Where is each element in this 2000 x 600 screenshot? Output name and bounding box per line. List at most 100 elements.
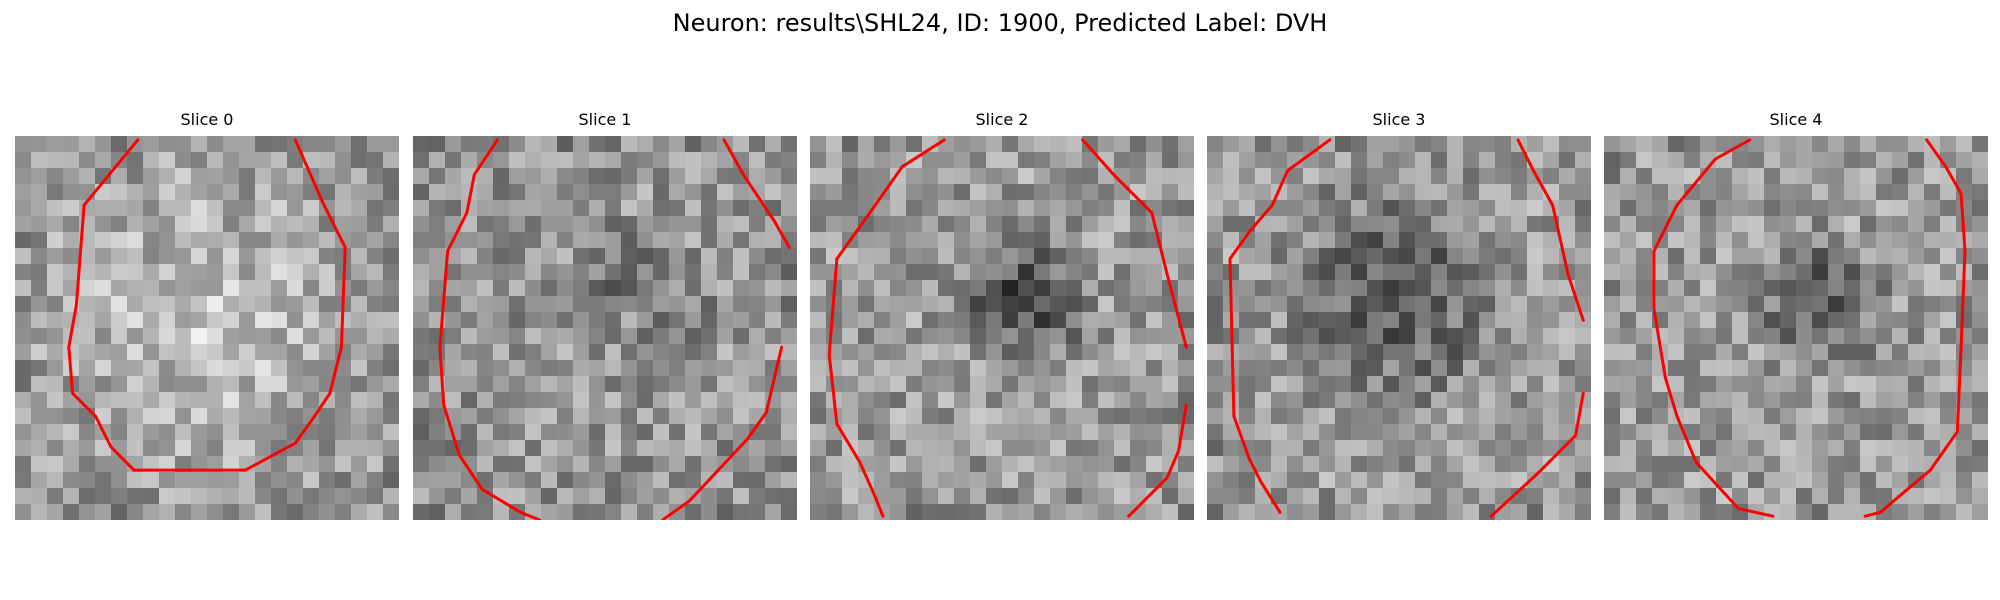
pixel-cell <box>351 264 367 280</box>
pixel-cell <box>541 296 557 312</box>
pixel-cell <box>15 424 31 440</box>
pixel-cell <box>717 248 733 264</box>
pixel-cell <box>239 296 255 312</box>
pixel-cell <box>1162 392 1178 408</box>
pixel-cell <box>367 408 383 424</box>
pixel-cell <box>1431 504 1447 520</box>
pixel-cell <box>367 424 383 440</box>
pixel-cell <box>669 408 685 424</box>
pixel-cell <box>1812 264 1828 280</box>
pixel-cell <box>175 248 191 264</box>
pixel-cell <box>255 216 271 232</box>
pixel-cell <box>223 216 239 232</box>
pixel-cell <box>1636 136 1652 152</box>
pixel-cell <box>383 200 399 216</box>
pixel-cell <box>1812 424 1828 440</box>
pixel-cell <box>413 344 429 360</box>
pixel-cell <box>621 456 637 472</box>
pixel-cell <box>15 264 31 280</box>
pixel-cell <box>1239 200 1255 216</box>
pixel-cell <box>351 440 367 456</box>
pixel-cell <box>1575 360 1591 376</box>
pixel-cell <box>573 344 589 360</box>
pixel-cell <box>826 168 842 184</box>
pixel-cell <box>1636 168 1652 184</box>
pixel-cell <box>637 248 653 264</box>
pixel-cell <box>159 472 175 488</box>
pixel-cell <box>1511 312 1527 328</box>
pixel-cell <box>1924 216 1940 232</box>
pixel-cell <box>1098 264 1114 280</box>
pixel-cell <box>1447 312 1463 328</box>
pixel-cell <box>1812 408 1828 424</box>
pixel-cell <box>1066 376 1082 392</box>
pixel-cell <box>351 456 367 472</box>
pixel-cell <box>207 152 223 168</box>
pixel-cell <box>765 424 781 440</box>
pixel-cell <box>1239 152 1255 168</box>
pixel-cell <box>765 440 781 456</box>
pixel-cell <box>826 488 842 504</box>
pixel-cell <box>63 440 79 456</box>
pixel-cell <box>573 312 589 328</box>
pixel-cell <box>669 376 685 392</box>
pixel-cell <box>1146 152 1162 168</box>
pixel-cell <box>1748 344 1764 360</box>
pixel-cell <box>1828 296 1844 312</box>
pixel-cell <box>1114 200 1130 216</box>
pixel-cell <box>1812 360 1828 376</box>
pixel-cell <box>477 360 493 376</box>
pixel-cell <box>95 360 111 376</box>
pixel-cell <box>874 248 890 264</box>
pixel-cell <box>765 488 781 504</box>
pixel-cell <box>717 264 733 280</box>
pixel-cell <box>1239 344 1255 360</box>
pixel-cell <box>986 424 1002 440</box>
pixel-cell <box>1130 152 1146 168</box>
pixel-cell <box>1463 232 1479 248</box>
pixel-cell <box>15 408 31 424</box>
pixel-cell <box>525 360 541 376</box>
pixel-cell <box>637 328 653 344</box>
pixel-cell <box>223 232 239 248</box>
pixel-cell <box>781 360 797 376</box>
pixel-cell <box>63 488 79 504</box>
pixel-cell <box>1082 296 1098 312</box>
pixel-cell <box>255 136 271 152</box>
pixel-cell <box>1543 280 1559 296</box>
pixel-cell <box>749 312 765 328</box>
pixel-cell <box>541 312 557 328</box>
pixel-cell <box>367 280 383 296</box>
pixel-cell <box>541 184 557 200</box>
pixel-cell <box>1415 248 1431 264</box>
pixel-cell <box>493 200 509 216</box>
pixel-cell <box>191 216 207 232</box>
pixel-cell <box>1511 504 1527 520</box>
pixel-cell <box>1034 424 1050 440</box>
pixel-cell <box>319 360 335 376</box>
pixel-cell <box>1287 408 1303 424</box>
pixel-cell <box>15 312 31 328</box>
pixel-cell <box>351 376 367 392</box>
pixel-cell <box>938 456 954 472</box>
pixel-cell <box>1415 360 1431 376</box>
pixel-cell <box>922 392 938 408</box>
pixel-cell <box>1399 328 1415 344</box>
pixel-cell <box>1335 280 1351 296</box>
pixel-cell <box>1431 488 1447 504</box>
pixel-cell <box>1239 168 1255 184</box>
pixel-cell <box>1479 264 1495 280</box>
pixel-cell <box>1239 136 1255 152</box>
pixel-cell <box>367 456 383 472</box>
pixel-cell <box>1447 168 1463 184</box>
pixel-cell <box>1956 344 1972 360</box>
pixel-cell <box>1511 392 1527 408</box>
pixel-cell <box>1543 504 1559 520</box>
pixel-cell <box>287 456 303 472</box>
pixel-cell <box>1780 200 1796 216</box>
pixel-cell <box>733 488 749 504</box>
pixel-cell <box>589 152 605 168</box>
pixel-cell <box>938 232 954 248</box>
pixel-cell <box>1002 200 1018 216</box>
pixel-cell <box>1828 392 1844 408</box>
